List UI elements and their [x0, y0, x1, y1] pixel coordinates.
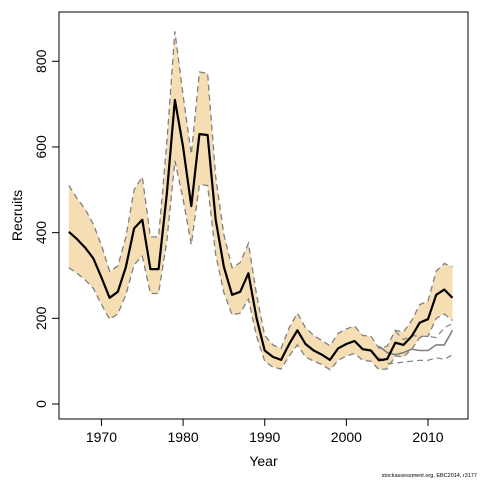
x-tick-label: 2010: [412, 429, 443, 445]
footnote: stockassessment.org, EBC2014, r3177: [382, 473, 477, 479]
upper-ci-line: [68, 31, 453, 350]
x-tick-label: 1990: [249, 429, 280, 445]
x-axis-title: Year: [249, 453, 278, 469]
y-tick-label: 0: [33, 400, 49, 408]
lower-ci-line: [68, 160, 453, 371]
retro-upper-line: [394, 322, 453, 341]
y-tick-label: 400: [33, 221, 49, 245]
ci-band: [68, 31, 453, 370]
x-tick-label: 2000: [331, 429, 362, 445]
y-tick-label: 600: [33, 135, 49, 159]
x-tick-label: 1980: [168, 429, 199, 445]
estimate-line: [68, 98, 454, 362]
y-tick-label: 800: [33, 49, 49, 73]
retro-estimate-line: [378, 329, 454, 356]
y-tick-label: 200: [33, 306, 49, 330]
y-axis-title: Recruits: [9, 190, 25, 241]
x-tick-label: 1970: [86, 429, 117, 445]
plot-frame: [58, 11, 469, 420]
